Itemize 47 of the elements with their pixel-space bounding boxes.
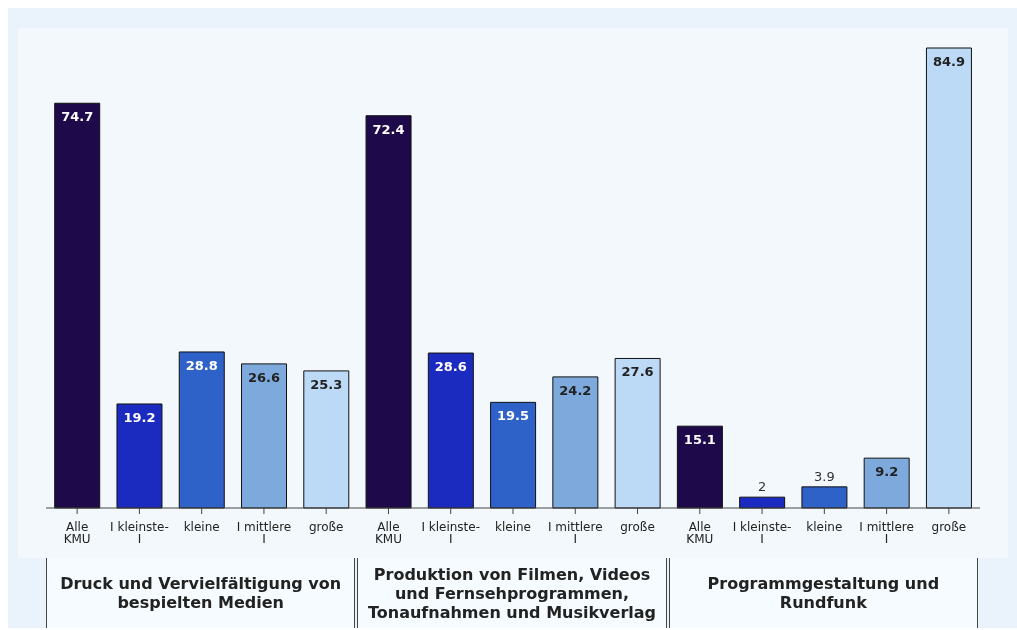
bar <box>54 102 101 509</box>
data-label: 28.6 <box>434 359 467 375</box>
data-label: 19.5 <box>497 408 530 424</box>
bar <box>552 376 599 509</box>
bar <box>614 357 661 509</box>
x-tick-label: große <box>620 519 655 534</box>
data-label: 9.2 <box>875 464 899 480</box>
bar <box>676 425 723 509</box>
data-label: 15.1 <box>683 432 716 448</box>
data-label: 26.6 <box>247 369 281 385</box>
x-tick-label: I kleinste- I <box>421 519 481 546</box>
x-tick-label: kleine <box>806 519 843 534</box>
x-tick-label: kleine <box>183 519 220 534</box>
x-tick-label: I mittlere I <box>547 519 603 546</box>
data-label: 24.2 <box>559 382 592 398</box>
bar <box>863 457 910 509</box>
bar <box>303 370 350 509</box>
x-tick-label: Alle KMU <box>686 519 714 546</box>
bar <box>427 352 474 509</box>
x-tick-label: große <box>308 519 344 534</box>
data-label: 74.7 <box>61 109 94 125</box>
data-label: 72.4 <box>372 121 405 137</box>
bar <box>490 401 537 509</box>
bar <box>241 363 288 509</box>
x-tick-label: I kleinste- I <box>732 519 792 546</box>
text: Programmgestaltung und Rundfunk <box>706 574 941 612</box>
bar <box>365 115 412 509</box>
x-tick-label: I mittlere I <box>236 519 292 546</box>
bar <box>801 486 848 509</box>
x-tick-label: Alle KMU <box>374 519 402 546</box>
x-tick-label: I kleinste- I <box>110 519 169 546</box>
data-label: 84.9 <box>932 54 965 69</box>
text: Druck und Vervielfältigung von bespielten Medien <box>59 574 343 612</box>
data-label: 3.9 <box>814 468 835 484</box>
x-tick-label: kleine <box>495 519 531 534</box>
x-tick-label: I mittlere I <box>859 519 914 546</box>
bar <box>116 403 163 509</box>
data-label: 28.8 <box>185 357 218 373</box>
data-label: 25.3 <box>310 376 343 392</box>
x-tick-label: große <box>931 519 967 534</box>
bar <box>925 47 972 509</box>
data-label: 19.2 <box>123 409 156 425</box>
data-label: 27.6 <box>621 364 654 380</box>
data-label: 2 <box>758 479 767 495</box>
text: Produktion von Filmen, Videos und Fernsehprogrammen, Tonaufnahmen und Musikverlag <box>366 564 657 622</box>
bar <box>178 351 225 509</box>
x-tick-label: Alle KMU <box>63 519 91 546</box>
